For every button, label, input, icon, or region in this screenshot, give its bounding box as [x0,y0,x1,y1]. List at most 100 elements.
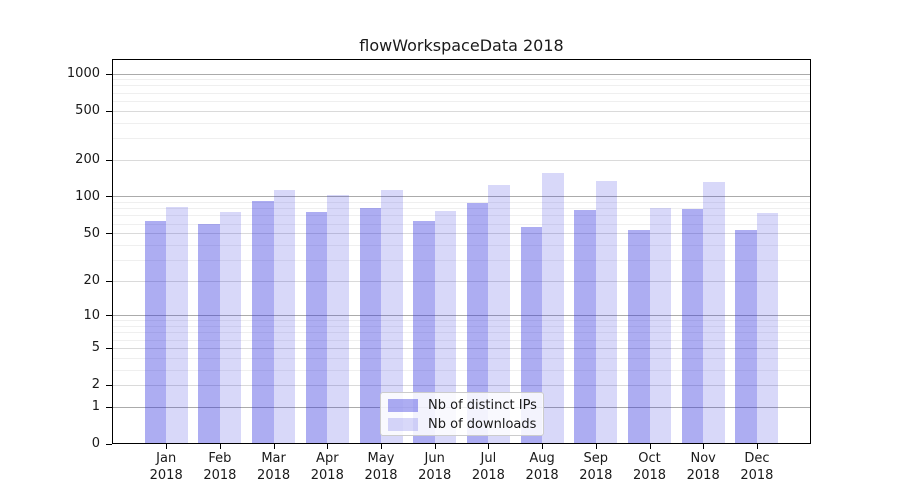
x-tick-label-year: 2018 [525,468,559,483]
legend-label-downloads: Nb of downloads [428,417,537,432]
bar-distinct-ips [252,201,274,443]
gridline-400 [113,122,810,124]
x-tick-label: Nov 2018 [675,450,731,484]
x-tick-label: Sep 2018 [568,450,624,484]
x-tick-mark [166,444,168,449]
x-tick-label-month: Apr [316,451,339,466]
x-tick-mark [649,444,651,449]
bar-distinct-ips [735,230,757,443]
x-tick-label-year: 2018 [740,468,774,483]
y-tick-mark [106,196,112,198]
bar-downloads [756,213,779,443]
x-tick-mark [219,444,221,449]
bar-distinct-ips [681,208,704,443]
y-tick-mark [106,406,112,408]
x-tick-mark [488,444,490,449]
bar-downloads [649,208,671,443]
legend-item-downloads: Nb of downloads [381,415,543,434]
bar-downloads [703,182,725,443]
bar-downloads [595,180,618,443]
legend-swatch-downloads [388,418,418,431]
bar-distinct-ips [144,220,167,443]
gridline-60 [113,223,810,225]
x-tick-label-month: Jul [480,451,497,466]
bar-distinct-ips [198,224,220,443]
gridline-70 [113,215,810,217]
gridline-300 [113,137,810,139]
x-tick-label-month: Oct [638,451,661,466]
x-tick-mark [542,444,544,449]
y-tick-label: 10 [83,307,100,323]
gridline-200 [113,159,810,161]
bar-distinct-ips [305,212,328,443]
x-tick-label-year: 2018 [579,468,613,483]
bar-distinct-ips [413,220,435,443]
x-tick-label-month: Jan [156,451,177,466]
y-tick-mark [106,280,112,282]
y-tick-label: 1 [91,399,100,415]
bar-downloads [381,189,403,443]
x-tick-label-month: May [367,451,395,466]
gridline-8 [113,326,810,327]
y-tick-mark [106,347,112,349]
bar-distinct-ips [520,227,543,443]
bar-downloads [434,211,457,443]
bar-downloads [219,212,242,443]
gridline-30 [113,259,810,261]
y-tick-mark [106,384,112,386]
gridline-700 [113,92,810,94]
x-tick-label: May 2018 [353,450,409,484]
gridline-500 [113,110,810,112]
y-tick-label: 200 [75,152,100,167]
bar-distinct-ips [466,203,489,443]
x-tick-label: Jan 2018 [138,450,194,484]
y-tick-mark [106,315,112,317]
y-tick-mark [106,443,112,445]
gridline-40 [113,244,810,246]
x-tick-label-year: 2018 [203,468,237,483]
x-tick-label-month: Aug [529,451,555,466]
x-tick-label-year: 2018 [418,468,452,483]
x-tick-label: Feb 2018 [192,450,248,484]
bar-distinct-ips [628,230,650,443]
gridline-4 [113,357,810,359]
gridline-600 [113,100,810,102]
bar-downloads [327,194,349,443]
gridline-2 [113,384,810,386]
y-tick-mark [106,110,112,112]
x-tick-mark [595,444,597,449]
bar-downloads [273,190,296,443]
x-tick-mark [381,444,382,449]
gridline-20 [113,280,810,282]
gridline-9 [113,320,810,322]
y-tick-mark [106,233,112,235]
x-tick-label: Apr 2018 [299,450,355,484]
x-tick-label-month: Jun [424,451,445,466]
legend: Nb of distinct IPs Nb of downloads [380,392,544,436]
x-tick-label: Jun 2018 [407,450,463,484]
y-tick-label: 2 [91,377,100,393]
y-tick-label: 5 [91,340,100,356]
x-tick-label-year: 2018 [632,468,667,483]
x-tick-label-month: Dec [744,451,770,466]
y-tick-mark [106,73,112,75]
x-tick-mark [327,444,329,449]
x-tick-label-year: 2018 [310,468,344,483]
legend-swatch-distinct-ips [388,399,418,412]
x-tick-label: Aug 2018 [514,450,570,484]
x-tick-mark [273,444,275,449]
gridline-100 [113,196,810,198]
gridline-3 [113,369,810,371]
x-tick-label-month: Mar [261,451,286,466]
gridline-80 [113,208,810,210]
gridline-800 [113,85,810,87]
x-tick-label-year: 2018 [149,468,183,483]
legend-label-distinct-ips: Nb of distinct IPs [428,398,537,413]
legend-item-distinct-ips: Nb of distinct IPs [381,396,543,415]
gridline-50 [113,233,810,235]
bar-downloads [166,207,188,443]
x-tick-label: Oct 2018 [622,450,678,484]
bar-downloads [542,173,564,443]
bar-distinct-ips [359,208,381,443]
x-tick-label-year: 2018 [364,468,398,483]
